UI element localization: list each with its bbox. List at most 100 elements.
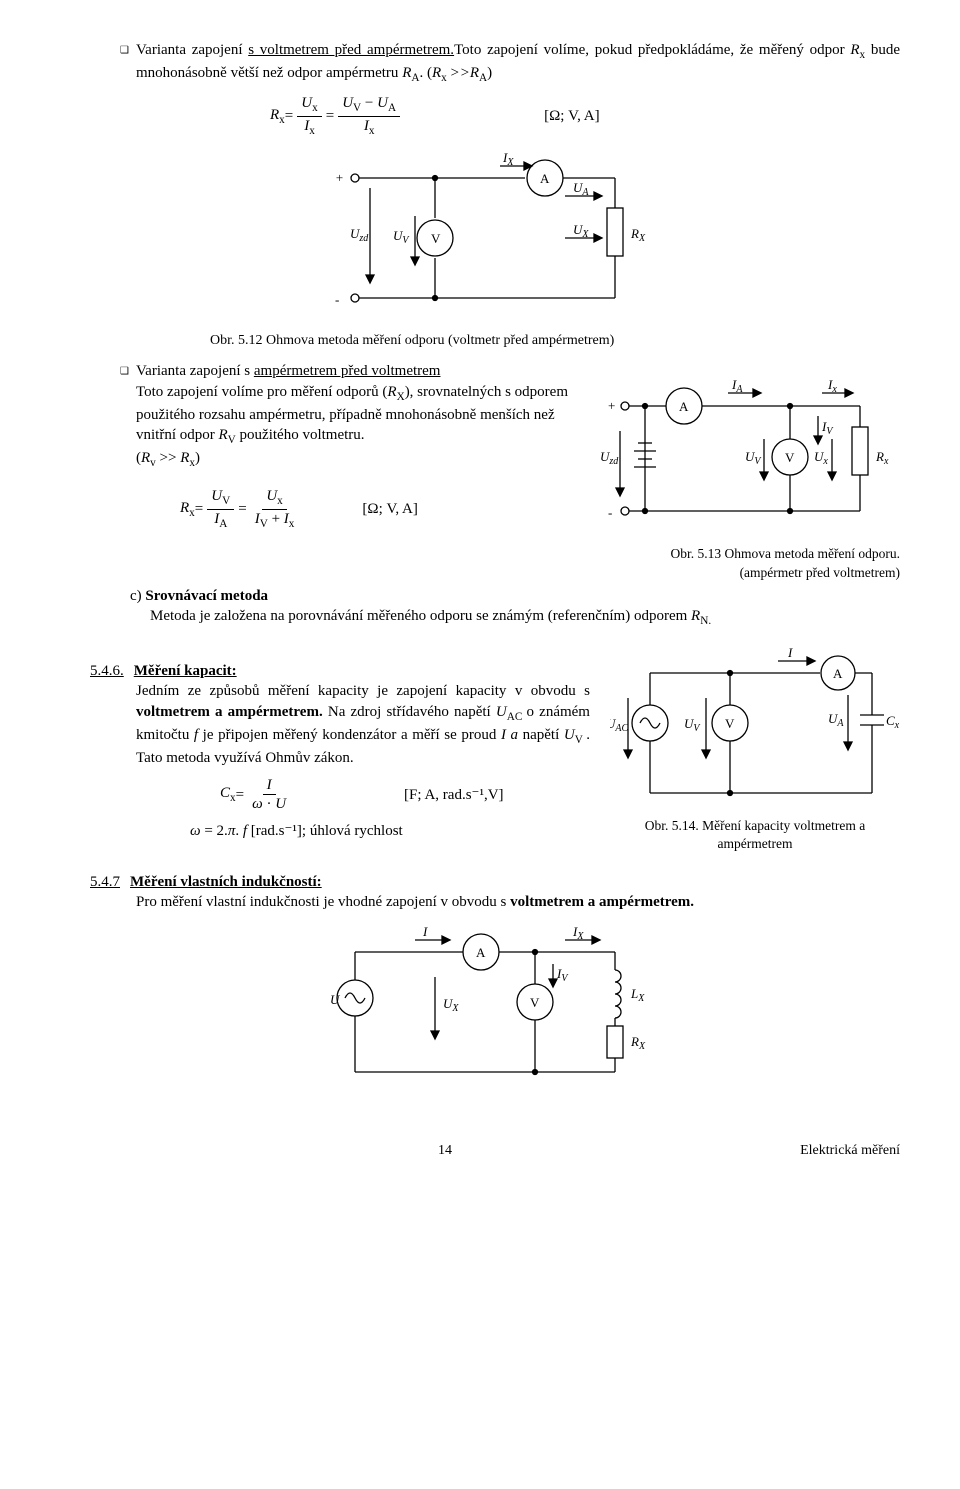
s547-a: Pro měření vlastní indukčnosti je vhodné…: [136, 894, 510, 910]
eq1-eq: =: [285, 106, 293, 126]
eq1-eq2: =: [326, 106, 334, 126]
eq2-f1n: U: [211, 488, 222, 504]
svg-text:A: A: [540, 171, 550, 186]
eq2-unit: [Ω; V, A]: [362, 499, 417, 519]
fig514-c2: ampérmetrem: [718, 836, 793, 851]
omega-def: ω = 2.π. f [rad.s⁻¹]; úhlová rychlost: [190, 821, 590, 841]
svg-text:Uzd: Uzd: [350, 226, 369, 244]
svg-text:LX: LX: [630, 986, 645, 1004]
svg-text:Ix: Ix: [827, 377, 837, 395]
c-body: Metoda je založena na porovnávání měřené…: [150, 606, 711, 629]
svg-text:-: -: [608, 505, 612, 520]
eq2-f2das: V: [260, 518, 268, 530]
eq3-eq: =: [236, 785, 244, 805]
svg-text:I: I: [422, 924, 428, 939]
equation-2: Rx = UV IA = Ux IV + Ix [Ω; V, A]: [180, 487, 580, 531]
sec546-body: Jedním ze způsobů měření kapacity je zap…: [136, 681, 590, 768]
s546-uacs: AC: [507, 711, 527, 723]
svg-text:V: V: [785, 450, 795, 465]
svg-text:RX: RX: [630, 226, 646, 244]
fig-5-12: + - Uzd UV V IX A UA UX RX: [315, 148, 675, 328]
p2-under: ampérmetrem před voltmetrem: [254, 363, 441, 379]
fig513-cap-2: (ampérmetr před voltmetrem): [740, 565, 900, 580]
fig-5-13-caption: Obr. 5.13 Ohmova metoda měření odporu. (…: [90, 545, 900, 581]
fig-5-13-wrap: + - Uzd A IA Ix IV UV V Ux Rx: [600, 361, 900, 531]
svg-text:UA: UA: [828, 711, 844, 729]
svg-text:V: V: [725, 716, 735, 731]
sec546-title: Měření kapacit:: [134, 661, 237, 681]
svg-text:IV: IV: [821, 419, 834, 437]
svg-text:IX: IX: [572, 924, 584, 942]
svg-text:A: A: [833, 666, 843, 681]
fig-inductance: U UX I A IX IV V LX RX: [295, 922, 695, 1092]
eq1-f2nop: −: [361, 95, 377, 111]
footer-doc: Elektrická měření: [800, 1142, 900, 1161]
c-rn: R: [691, 608, 700, 624]
om-b: .: [235, 823, 243, 839]
svg-text:IX: IX: [502, 150, 514, 168]
c-rns: N.: [700, 615, 711, 627]
p2-rv: R: [219, 427, 228, 443]
eq2-eq: =: [195, 499, 203, 519]
footer-page: 14: [438, 1142, 452, 1161]
p1-cond-r: R: [470, 65, 479, 81]
eq3-da: ω: [252, 796, 263, 812]
eq3-db: U: [275, 796, 286, 812]
eq3-lhs: C: [220, 785, 230, 801]
sec547-title: Měření vlastních indukčností:: [130, 872, 322, 892]
para-2-text: Varianta zapojení s ampérmetrem před vol…: [136, 361, 580, 471]
svg-text:UA: UA: [573, 180, 589, 198]
para-variant-2: ❑ Varianta zapojení s ampérmetrem před v…: [120, 361, 580, 471]
eq1-f2na: U: [342, 95, 353, 111]
p1-ra: R: [402, 65, 411, 81]
equation-1: Rx = Ux Ix = UV − UA Ix [Ω; V, A]: [270, 94, 900, 138]
sec547-num: 5.4.7: [90, 872, 120, 892]
s546-e: napětí: [518, 727, 564, 743]
p1-leadin: Varianta zapojení: [136, 42, 248, 58]
svg-text:+: +: [335, 170, 344, 185]
fig514-c1: Obr. 5.14. Měření kapacity voltmetrem a: [645, 818, 865, 833]
eq2-lhs: R: [180, 500, 189, 516]
svg-text:A: A: [679, 399, 689, 414]
eq3-dop: ·: [263, 796, 276, 812]
svg-text:Rx: Rx: [875, 449, 889, 467]
page-footer: 14 Elektrická měření: [90, 1142, 900, 1161]
p1-rest1: Toto zapojení volíme, pokud předpokládám…: [454, 42, 850, 58]
eq2-f2dop: +: [268, 511, 284, 527]
eq2-f2n: U: [266, 488, 277, 504]
om-a: ω: [190, 823, 201, 839]
eq3-unit: [F; A, rad.s⁻¹,V]: [404, 785, 504, 805]
svg-text:UX: UX: [573, 222, 589, 240]
p2-line2: Toto zapojení volíme pro měření odporů (: [136, 384, 387, 400]
p1-cond-close: ): [487, 65, 492, 81]
svg-text:U: U: [330, 992, 341, 1007]
s546-b1: voltmetrem a ampérmetrem.: [136, 704, 323, 720]
s547-b1: voltmetrem a ampérmetrem.: [510, 894, 694, 910]
bullet-icon: ❑: [120, 40, 136, 58]
c-label: c): [130, 588, 142, 604]
p2-cond-r: R: [180, 450, 189, 466]
eq2-eq2: =: [238, 499, 246, 519]
p2-cond-op: >>: [156, 450, 180, 466]
para-variant-1: ❑ Varianta zapojení s voltmetrem před am…: [120, 40, 900, 86]
sec-5-4-6-head: 5.4.6. Měření kapacit:: [90, 661, 590, 681]
svg-text:RX: RX: [630, 1034, 646, 1052]
svg-text:I: I: [787, 645, 793, 660]
c-body-a: Metoda je založena na porovnávání měřené…: [150, 608, 691, 624]
para-1-text: Varianta zapojení s voltmetrem před ampé…: [136, 40, 900, 86]
s546-uac: U: [496, 704, 507, 720]
p2-rxs: X: [397, 391, 405, 403]
eq2-f1ds: A: [219, 518, 227, 530]
fig-5-14: UAC UV V I A UA Cx: [610, 643, 900, 813]
svg-text:+: +: [608, 398, 615, 413]
svg-text:-: -: [335, 292, 339, 307]
svg-text:UAC: UAC: [610, 716, 628, 734]
eq1-f1n: U: [301, 95, 312, 111]
eq1-f2nas: V: [353, 102, 361, 114]
svg-text:V: V: [530, 995, 540, 1010]
eq1-lhs: R: [270, 107, 279, 123]
eq2-f1ns: V: [222, 495, 230, 507]
p1-cond-op: >>: [450, 65, 470, 81]
p1-cond-l: R: [432, 65, 441, 81]
p2-leadin: Varianta zapojení s: [136, 363, 254, 379]
